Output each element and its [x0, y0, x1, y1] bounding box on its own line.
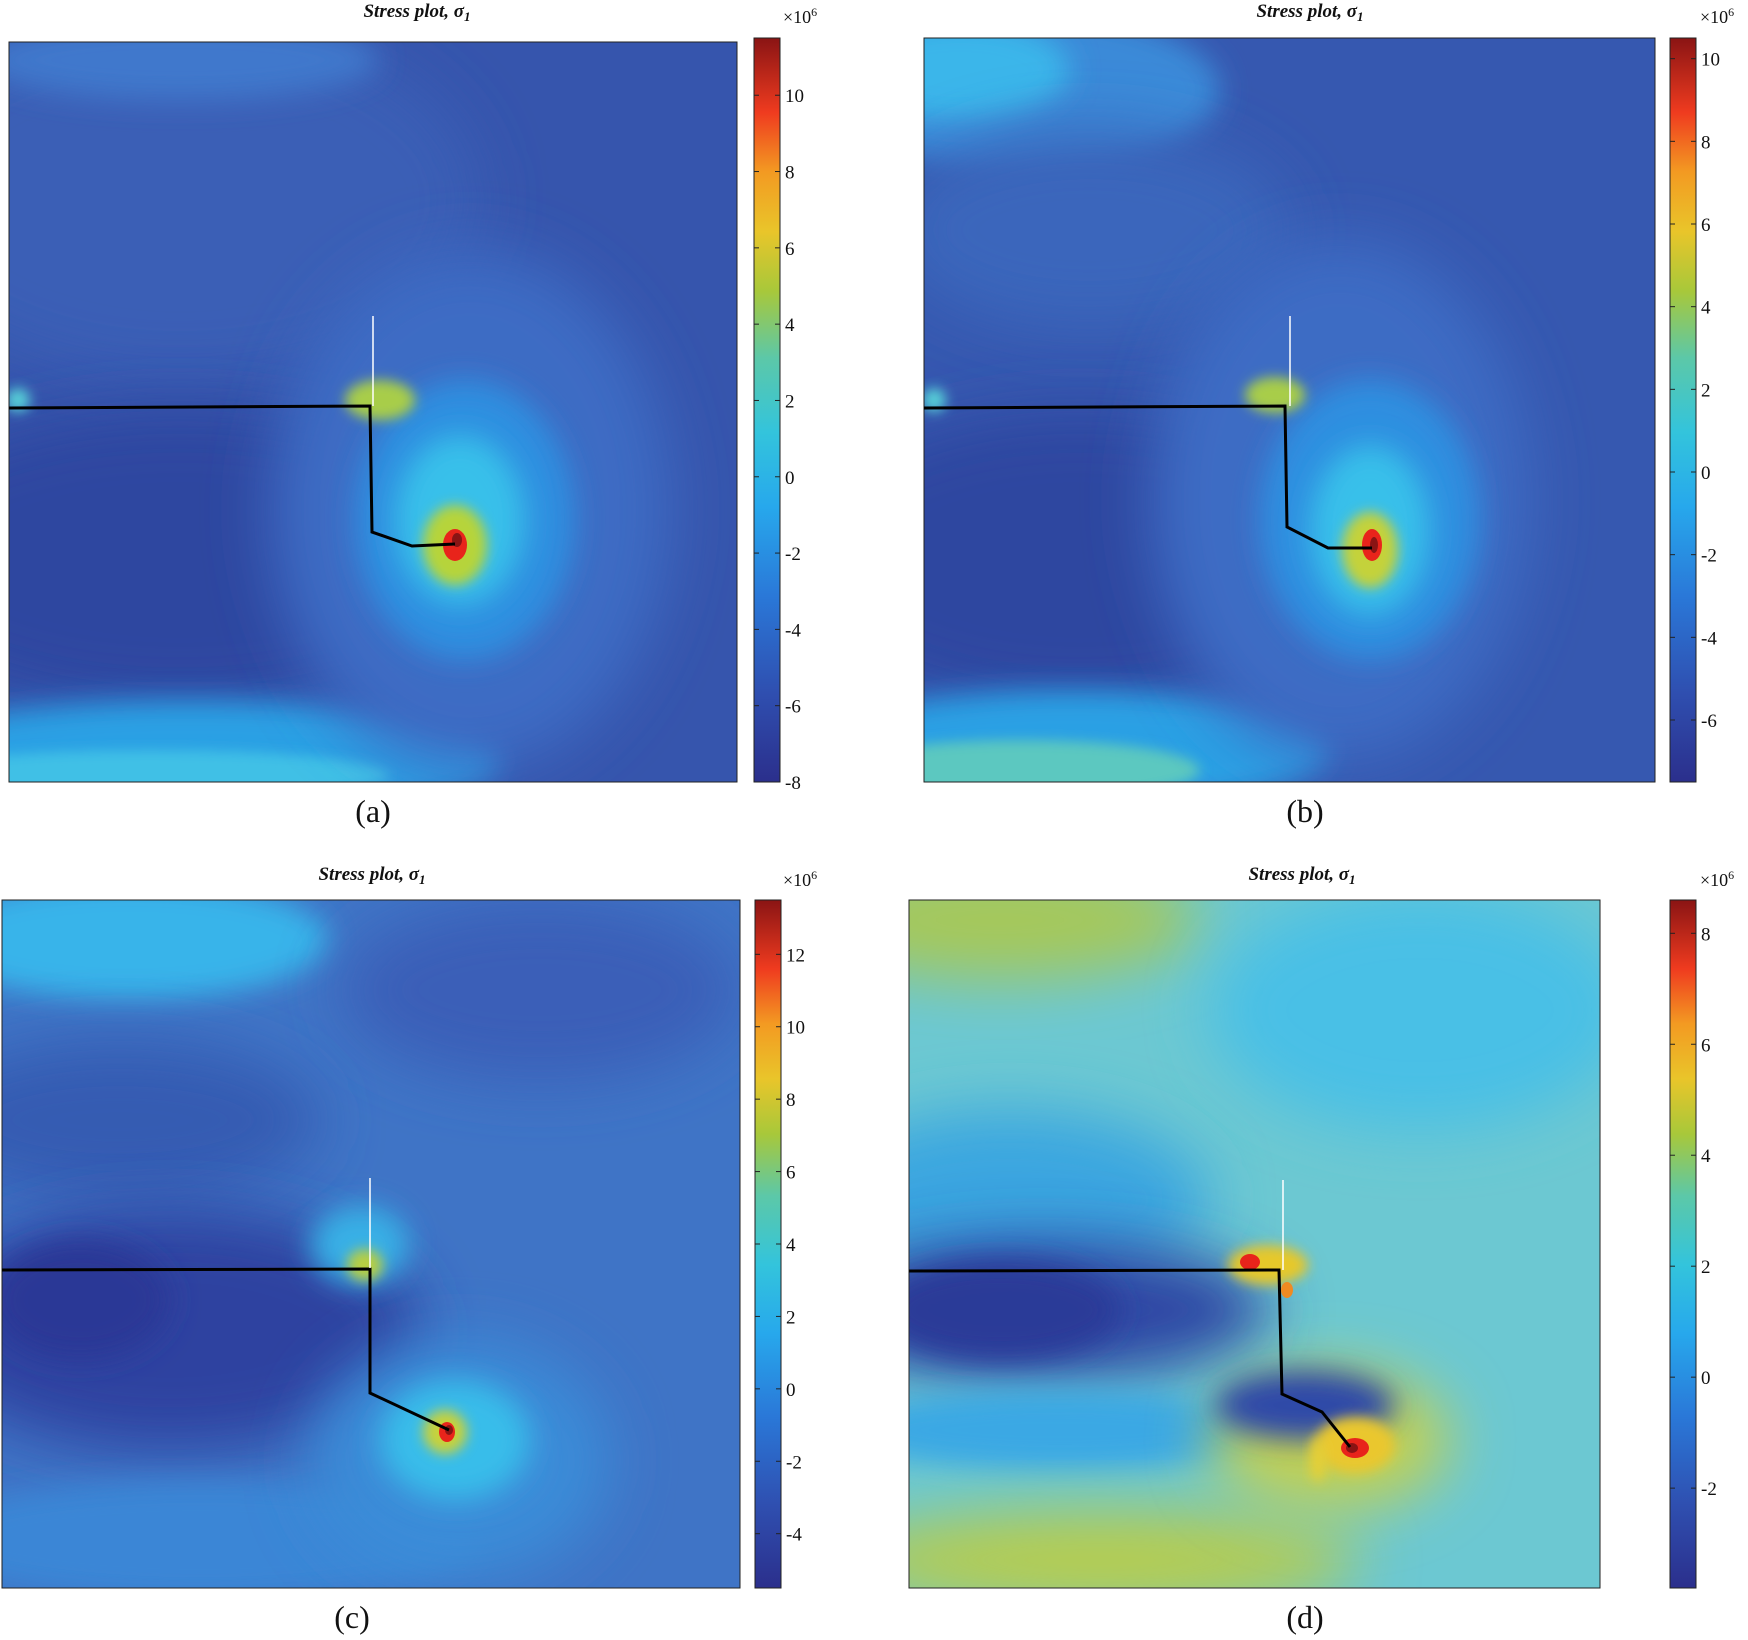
panel-d-colorbar: 8 6 4 2 0 -2 ×106: [1669, 868, 1734, 1589]
panel-b-title: Stress plot, σ1: [1256, 1, 1363, 24]
colorbar-tick-label: 8: [786, 1090, 796, 1111]
colorbar-tick-label: -6: [1701, 711, 1717, 732]
colorbar-tick-label: -2: [1701, 1479, 1717, 1500]
colorbar-tick-label: 6: [785, 239, 795, 260]
colorbar-tick-label: 4: [785, 315, 795, 336]
colorbar-tick-label: -8: [785, 773, 801, 794]
colorbar-tick-label: 8: [1701, 924, 1711, 945]
colorbar-tick-label: -4: [786, 1525, 802, 1546]
colorbar-tick-label: 4: [786, 1235, 796, 1256]
colorbar-tick-label: -4: [785, 620, 801, 641]
colorbar-tick-label: 6: [1701, 215, 1711, 236]
colorbar-tick-label: -2: [786, 1452, 802, 1473]
colorbar-tick-label: 2: [785, 391, 795, 412]
panel-d-heatmap: [909, 900, 1600, 1588]
panel-c-caption: (c): [334, 1599, 370, 1635]
panel-b-colorbar-multiplier: ×106: [1700, 5, 1734, 27]
panel-d-title: Stress plot, σ1: [1248, 864, 1355, 887]
colorbar-tick-label: -4: [1701, 628, 1717, 649]
panel-b-crack-path: [923, 404, 1372, 550]
colorbar-tick-label: 0: [1701, 463, 1711, 484]
colorbar-tick-label: 6: [1701, 1035, 1711, 1056]
panel-d: Stress plot, σ1 8 6 4 2 0 -2 ×106: [908, 864, 1734, 1635]
panel-d-caption: (d): [1286, 1599, 1323, 1635]
panel-a-caption: (a): [355, 793, 391, 829]
colorbar-tick-label: 4: [1701, 298, 1711, 319]
colorbar-tick-label: -6: [785, 697, 801, 718]
panel-c-title: Stress plot, σ1: [318, 864, 425, 887]
colorbar-tick-label: 2: [1701, 1257, 1711, 1278]
colorbar-tick-label: 12: [786, 945, 805, 966]
colorbar-tick-label: 2: [1701, 380, 1711, 401]
panel-a-colorbar-multiplier: ×106: [783, 5, 817, 27]
panel-a-colorbar: 10 8 6 4 2 0 -2 -4 -6 -8 ×106: [753, 5, 817, 794]
colorbar-tick-label: 10: [786, 1018, 805, 1039]
panel-c-colorbar-multiplier: ×106: [783, 868, 817, 890]
panel-b-colorbar: 10 8 6 4 2 0 -2 -4 -6 ×106: [1669, 5, 1734, 783]
panel-d-colorbar-multiplier: ×106: [1700, 868, 1734, 890]
colorbar-tick-label: 2: [786, 1307, 796, 1328]
colorbar-tick-label: 0: [786, 1380, 796, 1401]
colorbar-tick-label: -2: [785, 544, 801, 565]
panel-a-title: Stress plot, σ1: [363, 1, 470, 24]
panel-a-heatmap: [9, 42, 737, 782]
colorbar-tick-label: 8: [785, 163, 795, 184]
panel-c-colorbar: 12 10 8 6 4 2 0 -2 -4 ×106: [754, 868, 817, 1589]
colorbar-tick-label: 6: [786, 1163, 796, 1184]
panel-a: Stress plot, σ1 10 8 6 4 2 0 -2 -4 -6 -8 ×106 (a): [8, 1, 817, 829]
panel-a-crack-path: [8, 404, 456, 548]
colorbar-tick-label: 0: [785, 468, 795, 489]
panel-b-heatmap: [924, 38, 1655, 782]
colorbar-tick-label: -2: [1701, 546, 1717, 567]
colorbar-tick-label: 10: [1701, 50, 1720, 71]
panel-c-crack-path: [1, 1267, 450, 1432]
colorbar-tick-label: 8: [1701, 132, 1711, 153]
panel-d-crack-path: [908, 1268, 1352, 1448]
colorbar-tick-label: 4: [1701, 1146, 1711, 1167]
panel-c: Stress plot, σ1 12 10 8 6 4 2 0 -2 -4 ×106 (c): [1, 864, 817, 1635]
panel-b-caption: (b): [1286, 793, 1323, 829]
colorbar-tick-label: 10: [785, 86, 804, 107]
colorbar-tick-label: 0: [1701, 1368, 1711, 1389]
